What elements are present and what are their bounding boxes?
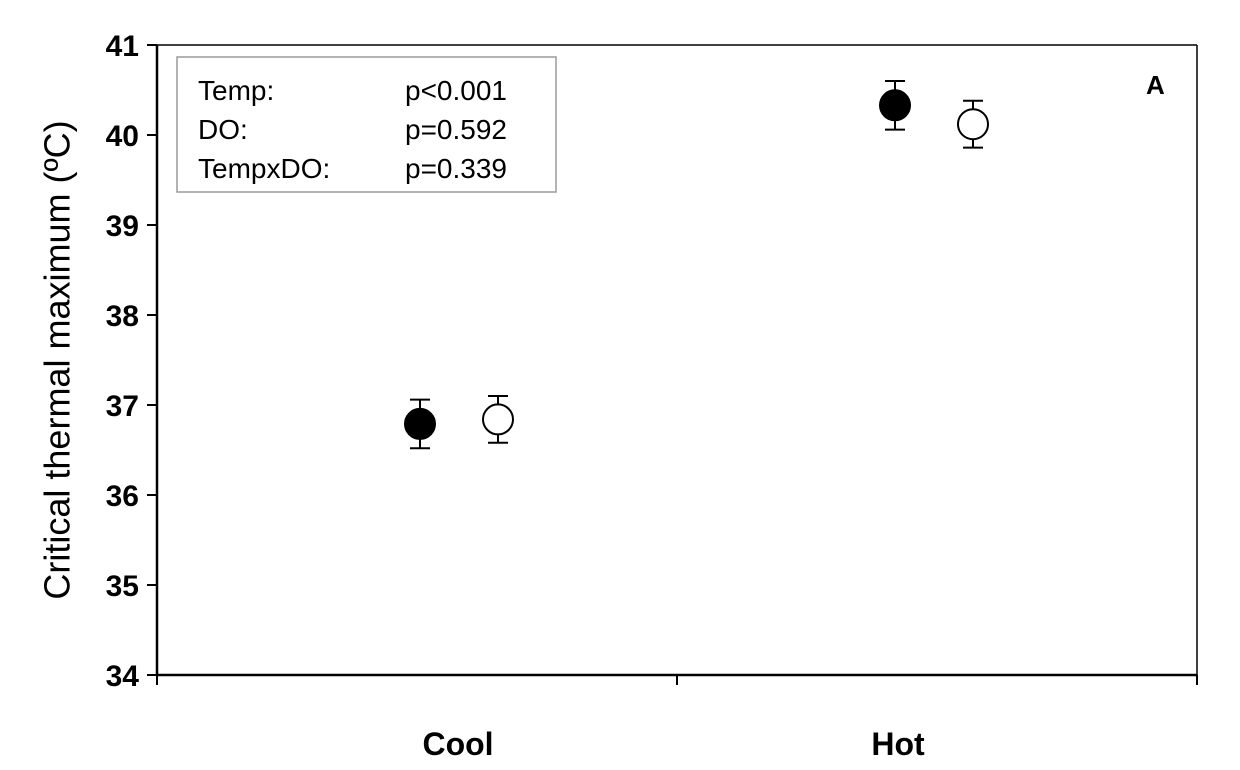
y-tick-label: 36 <box>106 480 139 513</box>
y-axis-label: Critical thermal maximum (ºC) <box>37 120 78 599</box>
y-tick-label: 40 <box>106 120 139 153</box>
data-point <box>957 108 989 141</box>
y-tick-label: 39 <box>106 210 139 243</box>
data-point <box>482 403 514 436</box>
y-tick-label: 37 <box>106 390 139 423</box>
x-category-label: Hot <box>871 726 925 762</box>
stats-p-temp: p<0.001 <box>405 75 507 106</box>
data-point <box>879 89 911 122</box>
panel-label: A <box>1146 70 1165 100</box>
stats-box-frame <box>176 56 557 193</box>
y-tick-label: 34 <box>106 660 140 693</box>
stats-term-tempxdo: TempxDO: <box>198 153 330 184</box>
stats-p-do: p=0.592 <box>405 114 507 145</box>
y-tick-label: 35 <box>106 570 139 603</box>
stats-p-tempxdo: p=0.339 <box>405 153 507 184</box>
axes: 34 35 36 37 38 39 40 41 Cool Hot <box>106 30 1198 762</box>
stats-term-do: DO: <box>198 114 248 145</box>
stats-box: Temp: p<0.001 DO: p=0.592 TempxDO: p=0.3… <box>176 56 557 193</box>
data-point <box>404 407 436 440</box>
series-1 <box>404 80 911 450</box>
y-tick-label: 41 <box>106 30 139 63</box>
y-tick-label: 38 <box>106 300 139 333</box>
stats-term-temp: Temp: <box>198 75 274 106</box>
x-category-label: Cool <box>422 726 493 762</box>
series-2 <box>482 99 989 444</box>
